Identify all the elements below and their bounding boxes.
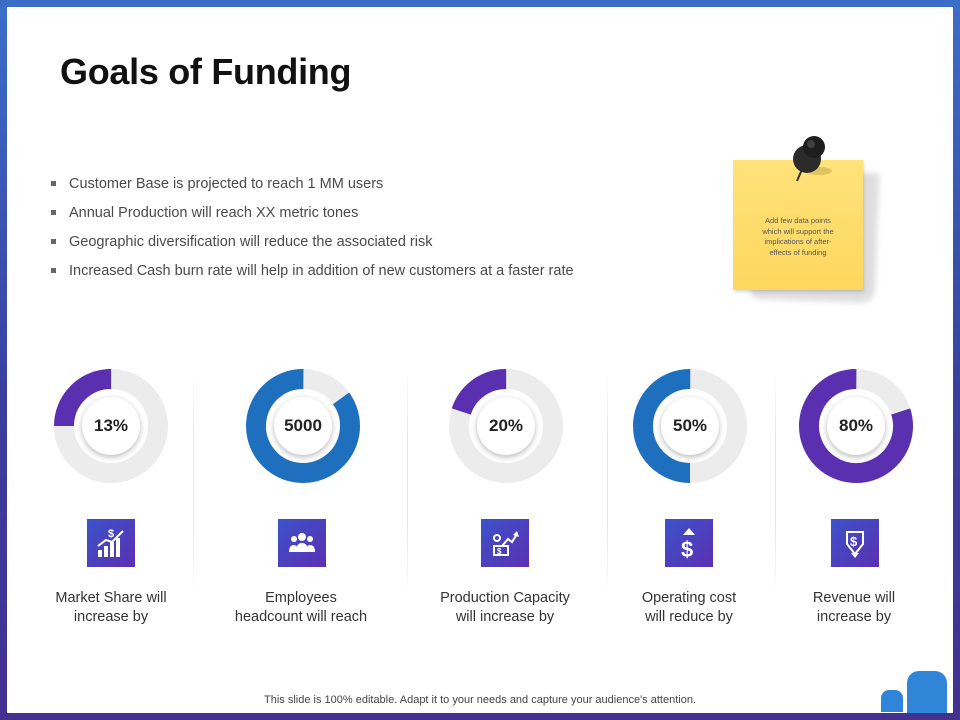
slide-title: Goals of Funding	[60, 51, 352, 92]
bullet-text: Annual Production will reach XX metric t…	[69, 205, 359, 221]
donut-chart: 80%	[796, 366, 916, 486]
bullet-item: Geographic diversification will reduce t…	[50, 231, 574, 260]
svg-text:$: $	[497, 547, 502, 556]
donut-value: 13%	[82, 397, 140, 455]
donut-value: 20%	[477, 397, 535, 455]
donut-chart: 5000	[243, 366, 363, 486]
donut-value: 50%	[661, 397, 719, 455]
bullet-square-icon	[51, 268, 56, 273]
bullet-item: Annual Production will reach XX metric t…	[50, 202, 574, 231]
metric-label: Market Share will increase by	[55, 590, 167, 625]
bullet-item: Customer Base is projected to reach 1 MM…	[50, 173, 574, 202]
pushpin-icon	[793, 136, 832, 182]
donut-chart: 20%	[446, 366, 566, 486]
footer-note: This slide is 100% editable. Adapt it to…	[264, 694, 696, 706]
employees-group-icon	[278, 519, 326, 567]
bullet-text: Increased Cash burn rate will help in ad…	[69, 263, 574, 279]
svg-text:$: $	[850, 534, 858, 549]
donut-chart: 50%	[630, 366, 750, 486]
metric-label: Revenue will increase by	[812, 590, 896, 625]
column-divider	[193, 369, 194, 595]
donut-fill	[54, 369, 168, 483]
growth-chart-dollar-icon: $	[87, 519, 135, 567]
bullet-square-icon	[51, 239, 56, 244]
production-capacity-icon: $	[481, 519, 529, 567]
bullet-list: Customer Base is projected to reach 1 MM…	[50, 173, 574, 289]
sticky-note: Add few data points which will support t…	[733, 160, 863, 290]
column-divider	[407, 369, 408, 595]
bullet-text: Geographic diversification will reduce t…	[69, 234, 433, 250]
column-divider	[607, 369, 608, 595]
dollar-arrow-up-icon: $	[665, 519, 713, 567]
svg-text:$: $	[681, 537, 693, 560]
bullet-square-icon	[51, 181, 56, 186]
donut-fill	[449, 369, 563, 483]
column-divider	[775, 369, 776, 595]
svg-text:$: $	[108, 528, 114, 540]
bullet-square-icon	[51, 210, 56, 215]
metric-label: Operating cost will reduce by	[641, 590, 737, 625]
donut-chart: 13%	[51, 366, 171, 486]
donut-value: 80%	[827, 397, 885, 455]
corner-decoration	[881, 690, 903, 712]
dollar-shield-down-icon: $	[831, 519, 879, 567]
bullet-text: Customer Base is projected to reach 1 MM…	[69, 176, 384, 192]
metric-label: Production Capacity will increase by	[440, 590, 570, 625]
metric-label: Employees headcount will reach	[234, 590, 368, 625]
sticky-note-text: Add few data points which will support t…	[762, 216, 834, 257]
donut-value: 5000	[274, 397, 332, 455]
bullet-item: Increased Cash burn rate will help in ad…	[50, 260, 574, 289]
donut-fill	[633, 369, 747, 483]
slide: Goals of Funding Customer Base is projec…	[7, 7, 953, 713]
corner-decoration	[907, 671, 947, 713]
